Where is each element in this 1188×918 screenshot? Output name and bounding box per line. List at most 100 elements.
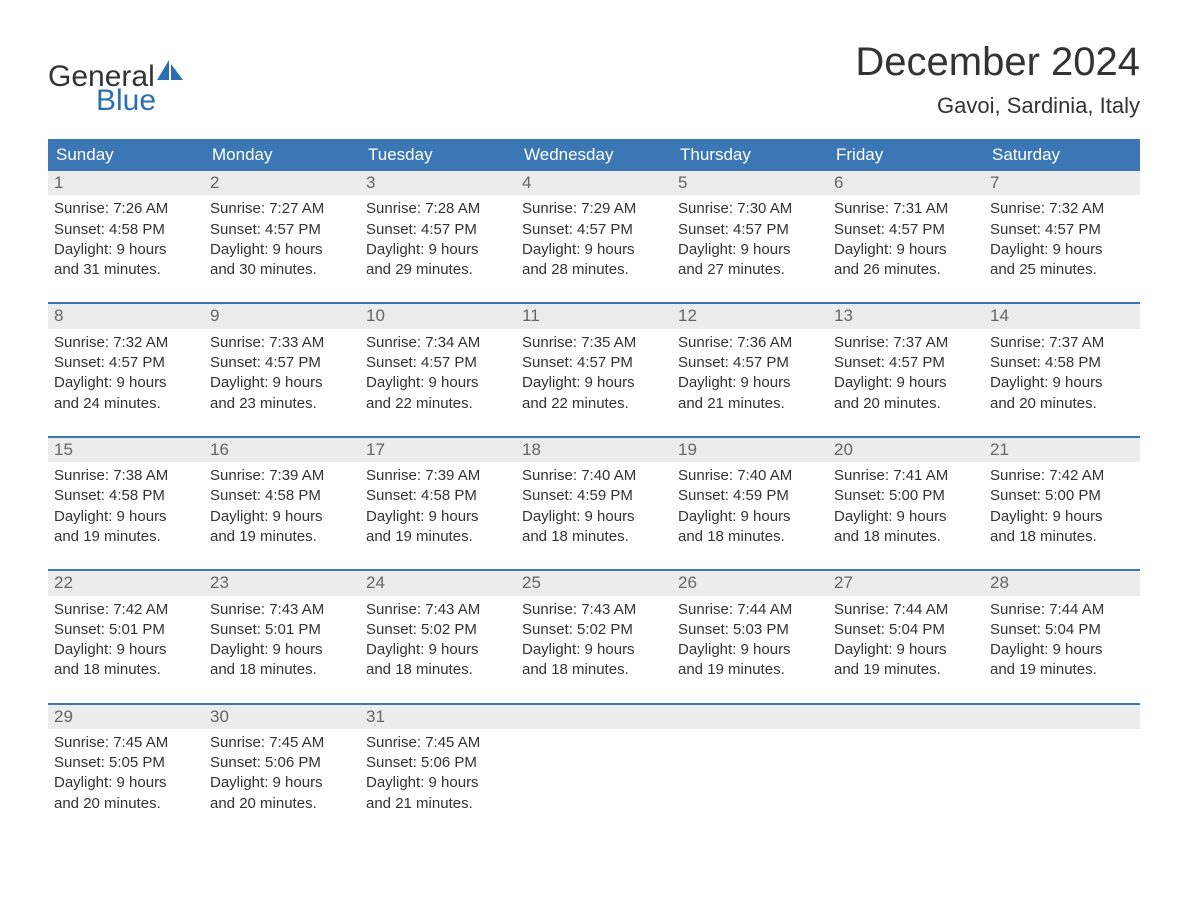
weekday-header: Saturday: [984, 139, 1140, 171]
day-line: and 27 minutes.: [678, 260, 822, 280]
day-cell: 4Sunrise: 7:29 AMSunset: 4:57 PMDaylight…: [516, 171, 672, 302]
day-cell: 13 Sunrise: 7:37 AMSunset: 4:57 PMDayligh…: [828, 304, 984, 435]
day-line: Sunset: 4:57 PM: [678, 220, 822, 240]
day-content: Sunrise: 7:32 AMSunset: 4:57 PMDaylight:…: [984, 195, 1140, 302]
day-number: 15: [48, 438, 204, 462]
day-line: and 18 minutes.: [366, 660, 510, 680]
day-number: 20: [828, 438, 984, 462]
day-line: Daylight: 9 hours: [54, 773, 198, 793]
day-number: 18: [516, 438, 672, 462]
day-line: Daylight: 9 hours: [210, 773, 354, 793]
day-line: Sunrise: 7:45 AM: [210, 733, 354, 753]
day-line: Daylight: 9 hours: [834, 240, 978, 260]
day-number: 11: [516, 304, 672, 328]
day-line: Sunrise: 7:36 AM: [678, 333, 822, 353]
day-number-empty: [672, 705, 828, 729]
day-number: 26: [672, 571, 828, 595]
day-cell: 9Sunrise: 7:33 AMSunset: 4:57 PMDaylight…: [204, 304, 360, 435]
week-row: 8Sunrise: 7:32 AMSunset: 4:57 PMDaylight…: [48, 302, 1140, 435]
day-line: Daylight: 9 hours: [522, 640, 666, 660]
day-line: and 31 minutes.: [54, 260, 198, 280]
weekday-header: Monday: [204, 139, 360, 171]
day-number: 28: [984, 571, 1140, 595]
day-content: Sunrise: 7:36 AMSunset: 4:57 PMDaylight:…: [672, 329, 828, 436]
day-line: and 25 minutes.: [990, 260, 1134, 280]
day-number: 19: [672, 438, 828, 462]
day-number: 1: [48, 171, 204, 195]
day-line: Sunrise: 7:32 AM: [54, 333, 198, 353]
day-line: Daylight: 9 hours: [210, 640, 354, 660]
day-cell: 28Sunrise: 7:44 AMSunset: 5:04 PMDayligh…: [984, 571, 1140, 702]
day-number: 29: [48, 705, 204, 729]
day-content: Sunrise: 7:45 AMSunset: 5:06 PMDaylight:…: [360, 729, 516, 836]
day-line: Daylight: 9 hours: [54, 640, 198, 660]
day-line: Sunrise: 7:35 AM: [522, 333, 666, 353]
day-line: Sunset: 4:57 PM: [54, 353, 198, 373]
day-line: Sunset: 4:57 PM: [522, 220, 666, 240]
day-cell: [672, 705, 828, 836]
day-line: Sunset: 4:57 PM: [678, 353, 822, 373]
day-line: Sunrise: 7:39 AM: [366, 466, 510, 486]
day-line: and 26 minutes.: [834, 260, 978, 280]
day-line: and 22 minutes.: [522, 394, 666, 414]
day-line: Sunset: 4:57 PM: [210, 220, 354, 240]
day-content: Sunrise: 7:38 AMSunset: 4:58 PMDaylight:…: [48, 462, 204, 569]
day-cell: 14Sunrise: 7:37 AMSunset: 4:58 PMDayligh…: [984, 304, 1140, 435]
day-line: Sunrise: 7:28 AM: [366, 199, 510, 219]
day-cell: [516, 705, 672, 836]
day-number: 4: [516, 171, 672, 195]
day-number: 21: [984, 438, 1140, 462]
day-line: Daylight: 9 hours: [990, 240, 1134, 260]
day-line: and 19 minutes.: [366, 527, 510, 547]
day-line: and 29 minutes.: [366, 260, 510, 280]
day-content: Sunrise: 7:34 AMSunset: 4:57 PMDaylight:…: [360, 329, 516, 436]
day-line: Sunrise: 7:37 AM: [834, 333, 978, 353]
day-line: Sunset: 4:57 PM: [210, 353, 354, 373]
day-number: 12: [672, 304, 828, 328]
day-line: Sunrise: 7:44 AM: [834, 600, 978, 620]
day-content: Sunrise: 7:32 AMSunset: 4:57 PMDaylight:…: [48, 329, 204, 436]
week-row: 15Sunrise: 7:38 AMSunset: 4:58 PMDayligh…: [48, 436, 1140, 569]
logo: General Blue: [48, 60, 185, 116]
day-cell: 31Sunrise: 7:45 AMSunset: 5:06 PMDayligh…: [360, 705, 516, 836]
day-cell: 22Sunrise: 7:42 AMSunset: 5:01 PMDayligh…: [48, 571, 204, 702]
day-cell: 7Sunrise: 7:32 AMSunset: 4:57 PMDaylight…: [984, 171, 1140, 302]
day-content: Sunrise: 7:29 AMSunset: 4:57 PMDaylight:…: [516, 195, 672, 302]
day-line: Sunset: 4:57 PM: [834, 353, 978, 373]
weekday-header: Thursday: [672, 139, 828, 171]
day-number: 16: [204, 438, 360, 462]
title-block: December 2024 Gavoi, Sardinia, Italy: [855, 40, 1140, 119]
day-content: Sunrise: 7:31 AMSunset: 4:57 PMDaylight:…: [828, 195, 984, 302]
day-line: Daylight: 9 hours: [834, 373, 978, 393]
day-content: Sunrise: 7:26 AMSunset: 4:58 PMDaylight:…: [48, 195, 204, 302]
day-line: Daylight: 9 hours: [366, 240, 510, 260]
day-content: Sunrise: 7:43 AMSunset: 5:02 PMDaylight:…: [360, 596, 516, 703]
day-content: Sunrise: 7:40 AMSunset: 4:59 PMDaylight:…: [672, 462, 828, 569]
day-cell: 30Sunrise: 7:45 AMSunset: 5:06 PMDayligh…: [204, 705, 360, 836]
day-content: Sunrise: 7:39 AMSunset: 4:58 PMDaylight:…: [360, 462, 516, 569]
day-content: Sunrise: 7:37 AMSunset: 4:58 PMDaylight:…: [984, 329, 1140, 436]
day-line: Sunrise: 7:40 AM: [522, 466, 666, 486]
day-line: Sunrise: 7:39 AM: [210, 466, 354, 486]
day-line: and 18 minutes.: [54, 660, 198, 680]
day-line: Sunrise: 7:27 AM: [210, 199, 354, 219]
week-row: 1Sunrise: 7:26 AMSunset: 4:58 PMDaylight…: [48, 171, 1140, 302]
day-content: Sunrise: 7:44 AMSunset: 5:04 PMDaylight:…: [828, 596, 984, 703]
day-line: Sunrise: 7:45 AM: [366, 733, 510, 753]
day-line: Sunset: 5:01 PM: [210, 620, 354, 640]
day-cell: 1Sunrise: 7:26 AMSunset: 4:58 PMDaylight…: [48, 171, 204, 302]
day-number-empty: [516, 705, 672, 729]
day-line: Sunrise: 7:44 AM: [990, 600, 1134, 620]
day-number: 13: [828, 304, 984, 328]
day-line: Sunrise: 7:43 AM: [210, 600, 354, 620]
day-line: Daylight: 9 hours: [834, 640, 978, 660]
day-line: Sunset: 5:02 PM: [366, 620, 510, 640]
day-number: 30: [204, 705, 360, 729]
location-text: Gavoi, Sardinia, Italy: [855, 93, 1140, 119]
day-cell: 20Sunrise: 7:41 AMSunset: 5:00 PMDayligh…: [828, 438, 984, 569]
day-number-empty: [984, 705, 1140, 729]
day-line: Sunrise: 7:40 AM: [678, 466, 822, 486]
day-content: Sunrise: 7:33 AMSunset: 4:57 PMDaylight:…: [204, 329, 360, 436]
day-line: and 20 minutes.: [834, 394, 978, 414]
day-line: and 24 minutes.: [54, 394, 198, 414]
